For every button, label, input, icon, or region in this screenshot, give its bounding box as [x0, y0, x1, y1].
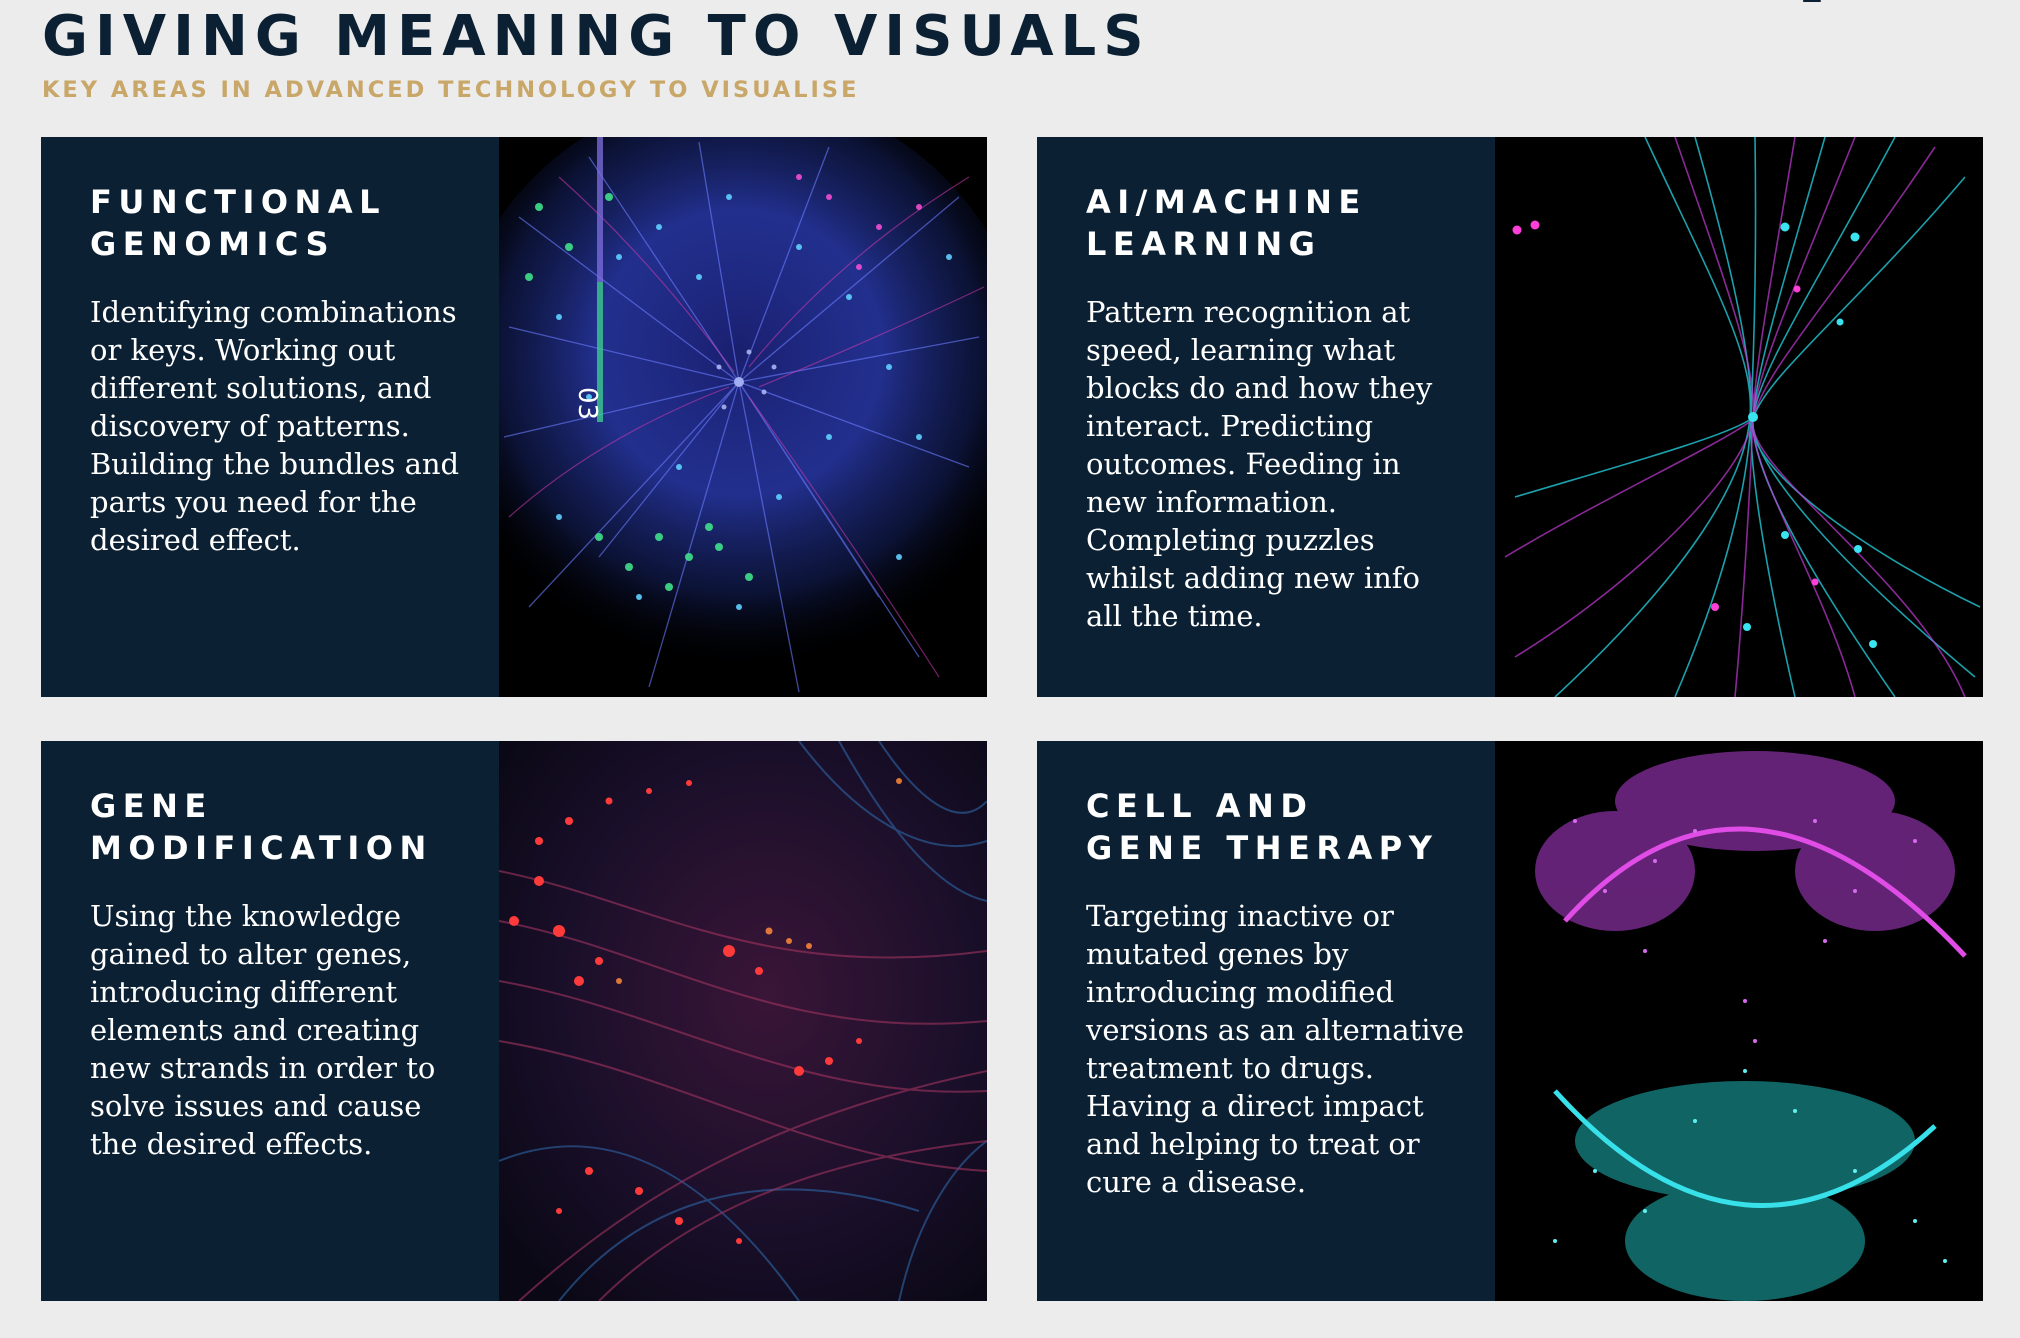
card-heading-line2: GENOMICS [90, 225, 335, 263]
card-heading: CELL AND GENE THERAPY [1086, 785, 1465, 869]
particle-arcs-image [1495, 741, 1983, 1301]
glowing-strands-image [499, 741, 987, 1301]
card-heading-line2: GENE THERAPY [1086, 829, 1439, 867]
card-body: Pattern recognition at speed, learning w… [1086, 295, 1433, 633]
card-cell-and-gene-therapy: CELL AND GENE THERAPY Targeting inactive… [1037, 741, 1983, 1301]
card-text-panel: AI/MACHINE LEARNING Pattern recognition … [1037, 137, 1495, 697]
card-heading-line2: LEARNING [1086, 225, 1322, 263]
card-text-panel: FUNCTIONAL GENOMICS Identifying combinat… [41, 137, 499, 697]
network-visualization-image: 03 [499, 137, 987, 697]
cropped-page-label: L [1800, 0, 1827, 8]
card-heading-line2: MODIFICATION [90, 829, 433, 867]
card-heading: FUNCTIONAL GENOMICS [90, 181, 469, 265]
page-subtitle: KEY AREAS IN ADVANCED TECHNOLOGY TO VISU… [42, 77, 860, 103]
network-graphic: 03 [499, 137, 987, 697]
card-body: Using the knowledge gained to alter gene… [90, 899, 436, 1161]
card-functional-genomics: FUNCTIONAL GENOMICS Identifying combinat… [41, 137, 987, 697]
card-text-panel: CELL AND GENE THERAPY Targeting inactive… [1037, 741, 1495, 1301]
card-text-panel: GENE MODIFICATION Using the knowledge ga… [41, 741, 499, 1301]
particle-arcs-graphic [1495, 741, 1983, 1301]
hourglass-fiber-graphic [1495, 137, 1983, 697]
card-body: Targeting inactive or mutated genes by i… [1086, 899, 1465, 1199]
card-heading: GENE MODIFICATION [90, 785, 469, 869]
image-overlay-label: 03 [572, 387, 602, 420]
card-heading-line1: GENE [90, 787, 213, 825]
card-heading-line1: FUNCTIONAL [90, 183, 386, 221]
card-ai-machine-learning: AI/MACHINE LEARNING Pattern recognition … [1037, 137, 1983, 697]
hourglass-fiber-image [1495, 137, 1983, 697]
card-gene-modification: GENE MODIFICATION Using the knowledge ga… [41, 741, 987, 1301]
card-heading-line1: CELL AND [1086, 787, 1314, 825]
card-heading: AI/MACHINE LEARNING [1086, 181, 1465, 265]
page-title: GIVING MEANING TO VISUALS [42, 4, 1151, 69]
glowing-strands-graphic [499, 741, 987, 1301]
card-body: Identifying combinations or keys. Workin… [90, 295, 460, 557]
card-heading-line1: AI/MACHINE [1086, 183, 1367, 221]
